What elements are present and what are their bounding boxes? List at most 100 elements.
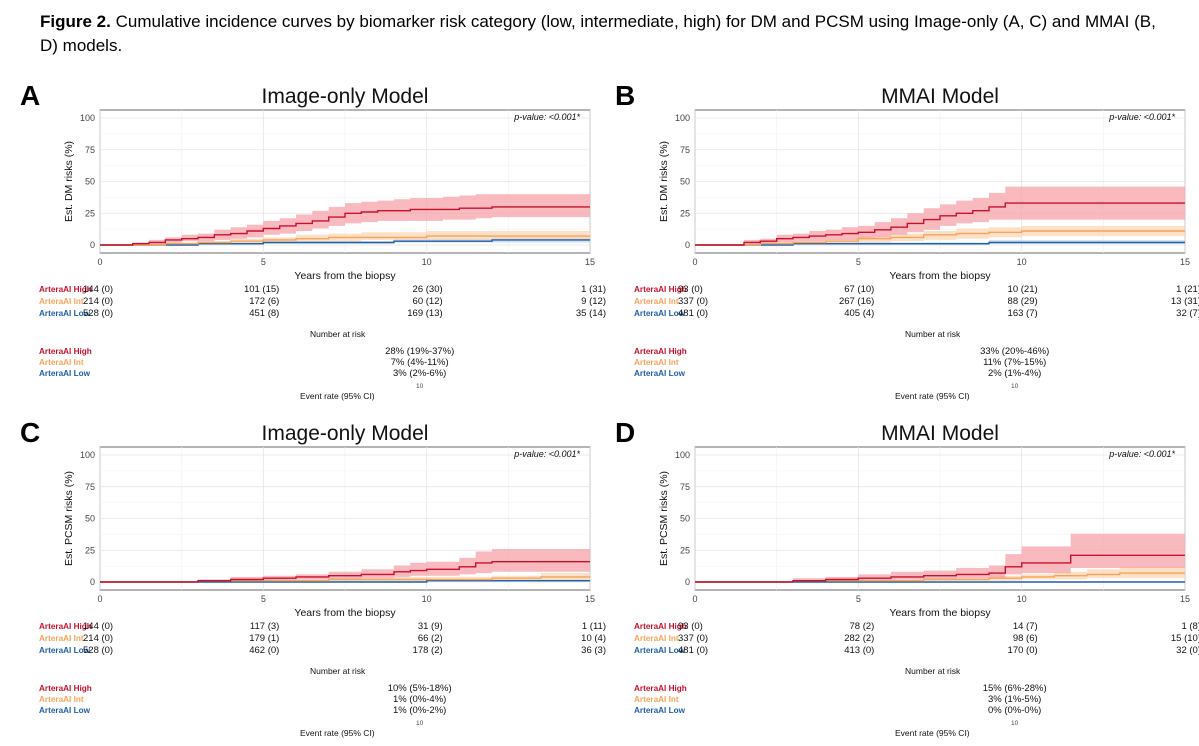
y-tick-label: 75 [680, 145, 690, 155]
at-risk-count: 15 (10) [1171, 633, 1199, 644]
at-risk-count: 98 (6) [1013, 633, 1038, 644]
chart-svg: B MMAI Model 0 5 10 15 0 25 50 75 100 Years from th… [615, 80, 1199, 401]
y-tick-label: 50 [680, 177, 690, 187]
at-risk-group-label: ArteraAI Int [39, 297, 84, 306]
event-rate-group-label: ArteraAI Low [634, 706, 686, 715]
series-line-int [695, 230, 1185, 246]
at-risk-count: 31 (9) [418, 621, 443, 632]
at-risk-group-label: ArteraAI Low [39, 646, 91, 655]
x-tick-label: 5 [261, 257, 266, 267]
event-rate-title: Event rate (95% CI) [300, 391, 375, 401]
panel-letter: C [20, 417, 40, 448]
ci-band-int [695, 566, 1185, 582]
at-risk-count: 179 (1) [249, 633, 279, 644]
y-tick-label: 50 [680, 514, 690, 524]
event-rate-tick: 10 [1011, 383, 1019, 390]
x-tick-label: 5 [856, 257, 861, 267]
at-risk-count: 481 (0) [678, 645, 708, 656]
event-rate-title: Event rate (95% CI) [300, 728, 375, 738]
event-rate-value: 7% (4%-11%) [391, 357, 449, 368]
y-tick-label: 50 [85, 514, 95, 524]
at-risk-count: 1 (11) [582, 621, 606, 632]
y-tick-label: 25 [85, 208, 95, 218]
ci-band-high [100, 194, 590, 245]
x-axis-label: Years from the biopsy [889, 607, 991, 619]
x-axis-label: Years from the biopsy [294, 270, 396, 282]
event-rate-group-label: ArteraAI Int [634, 358, 679, 367]
at-risk-count: 462 (0) [249, 645, 279, 656]
at-risk-count: 282 (2) [844, 633, 874, 644]
y-tick-label: 100 [80, 113, 95, 123]
at-risk-count: 451 (8) [249, 308, 279, 319]
ci-band-high [100, 549, 590, 582]
y-tick-label: 100 [675, 113, 690, 123]
at-risk-count: 35 (14) [576, 308, 606, 319]
series-line-high [695, 202, 1185, 246]
event-rate-group-label: ArteraAI Int [39, 358, 84, 367]
series-line-int [695, 572, 1185, 583]
event-rate-title: Event rate (95% CI) [895, 728, 970, 738]
x-tick-label: 15 [1180, 594, 1190, 604]
at-risk-count: 67 (10) [844, 284, 874, 295]
x-tick-label: 10 [1017, 594, 1027, 604]
event-rate-group-label: ArteraAI Int [634, 695, 679, 704]
panel-letter: A [20, 80, 40, 111]
at-risk-group-label: ArteraAI High [634, 622, 687, 631]
series-line-high [100, 561, 590, 583]
x-tick-label: 5 [261, 594, 266, 604]
x-tick-label: 10 [1017, 257, 1027, 267]
y-tick-label: 100 [80, 450, 95, 460]
series-line-high [695, 554, 1185, 583]
at-risk-group-label: ArteraAI High [39, 622, 92, 631]
y-tick-label: 0 [685, 577, 690, 587]
at-risk-count: 101 (15) [244, 284, 279, 295]
caption-text: Cumulative incidence curves by biomarker… [40, 12, 1156, 55]
at-risk-count: 10 (21) [1008, 284, 1038, 295]
at-risk-group-label: ArteraAI Low [634, 646, 686, 655]
x-tick-label: 15 [1180, 257, 1190, 267]
panel-d: D MMAI Model 0 5 10 15 0 25 50 75 100 Years from th… [610, 412, 1199, 742]
y-tick-label: 25 [85, 545, 95, 555]
at-risk-count: 1 (8) [1181, 621, 1199, 632]
y-tick-label: 50 [85, 177, 95, 187]
event-rate-value: 15% (6%-28%) [983, 683, 1047, 694]
at-risk-count: 405 (4) [844, 308, 874, 319]
event-rate-value: 1% (0%-2%) [393, 705, 446, 716]
at-risk-group-label: ArteraAI Int [39, 634, 84, 643]
at-risk-count: 10 (4) [581, 633, 606, 644]
chart-title: Image-only Model [262, 422, 429, 445]
x-tick-label: 0 [692, 594, 697, 604]
x-axis-label: Years from the biopsy [889, 270, 991, 282]
x-tick-label: 15 [585, 257, 595, 267]
at-risk-count: 1 (21) [1176, 284, 1199, 295]
event-rate-value: 28% (19%-37%) [385, 346, 454, 357]
y-tick-label: 0 [90, 577, 95, 587]
event-rate-value: 2% (1%-4%) [988, 368, 1041, 379]
at-risk-count: 528 (0) [83, 308, 113, 319]
at-risk-count: 32 (0) [1176, 645, 1199, 656]
p-value: p-value: <0.001* [1108, 112, 1175, 122]
y-tick-label: 75 [85, 145, 95, 155]
y-tick-label: 100 [675, 450, 690, 460]
at-risk-group-label: ArteraAI Low [39, 309, 91, 318]
x-tick-label: 0 [97, 594, 102, 604]
at-risk-group-label: ArteraAI Int [634, 297, 679, 306]
at-risk-count: 413 (0) [844, 645, 874, 656]
panel-letter: B [615, 80, 635, 111]
at-risk-title: Number at risk [905, 666, 961, 676]
x-tick-label: 5 [856, 594, 861, 604]
at-risk-count: 337 (0) [678, 296, 708, 307]
at-risk-title: Number at risk [905, 329, 961, 339]
at-risk-count: 144 (0) [83, 284, 113, 295]
event-rate-value: 3% (2%-6%) [393, 368, 446, 379]
panel-a: A Image-only Model 0 5 10 15 0 25 50 75 100 Years f… [15, 75, 606, 405]
at-risk-count: 1 (31) [581, 284, 606, 295]
y-axis-label: Est. DM risks (%) [658, 141, 670, 222]
event-rate-group-label: ArteraAI Int [39, 695, 84, 704]
at-risk-count: 267 (16) [839, 296, 874, 307]
series-line-int [100, 235, 590, 246]
at-risk-group-label: ArteraAI Int [634, 634, 679, 643]
event-rate-group-label: ArteraAI High [39, 347, 92, 356]
event-rate-value: 10% (5%-18%) [388, 683, 452, 694]
event-rate-group-label: ArteraAI High [634, 347, 687, 356]
